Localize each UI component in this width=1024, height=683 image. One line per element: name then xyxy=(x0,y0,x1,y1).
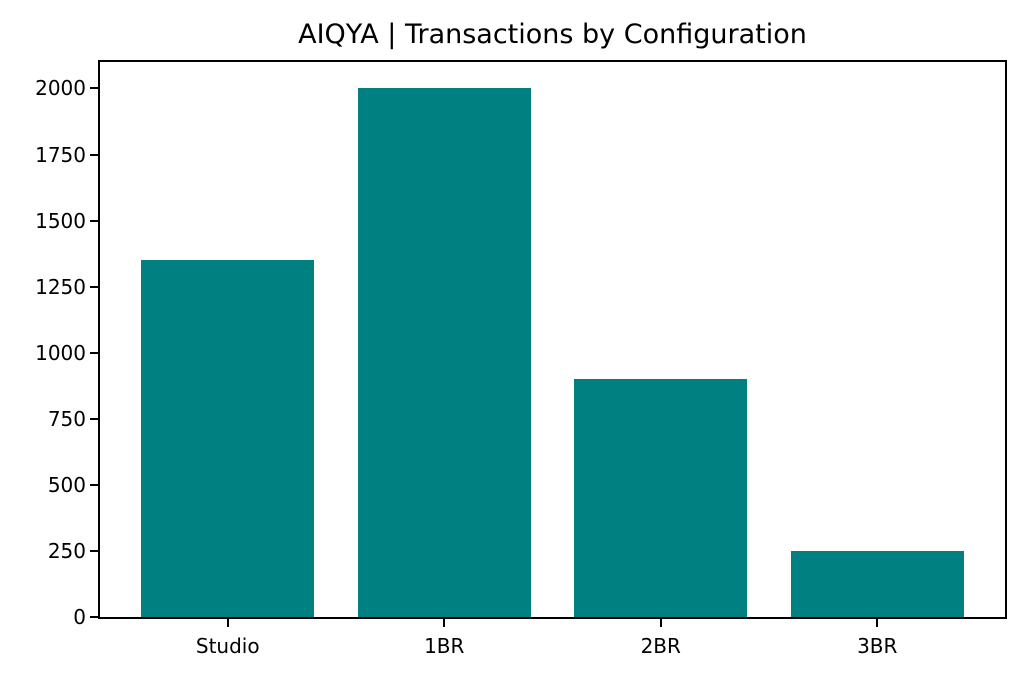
y-tick-500 xyxy=(90,483,98,486)
bar-2BR xyxy=(574,379,748,617)
plot-area xyxy=(98,60,1007,619)
y-tick-label-0: 0 xyxy=(73,605,86,629)
x-tick-label-2BR: 2BR xyxy=(640,634,681,658)
y-tick-2000 xyxy=(90,87,98,90)
y-tick-label-2000: 2000 xyxy=(35,76,86,101)
bar-Studio xyxy=(141,260,315,617)
x-tick-label-1BR: 1BR xyxy=(424,634,465,658)
x-tick-3BR xyxy=(876,619,879,627)
y-tick-1750 xyxy=(90,153,98,156)
x-tick-2BR xyxy=(659,619,662,627)
y-tick-label-250: 250 xyxy=(47,538,86,563)
bar-3BR xyxy=(790,550,964,617)
y-tick-1250 xyxy=(90,285,98,288)
y-tick-0 xyxy=(90,616,98,618)
x-tick-label-Studio: Studio xyxy=(195,634,260,658)
y-tick-250 xyxy=(90,549,98,552)
y-tick-label-750: 750 xyxy=(47,406,86,431)
y-tick-1500 xyxy=(90,219,98,222)
chart-title: AIQYA | Transactions by Configuration xyxy=(298,19,807,50)
y-tick-1000 xyxy=(90,351,98,354)
y-tick-label-1250: 1250 xyxy=(35,274,86,299)
y-tick-label-1000: 1000 xyxy=(35,340,86,365)
y-tick-750 xyxy=(90,417,98,420)
y-tick-label-1750: 1750 xyxy=(35,142,86,167)
x-tick-label-3BR: 3BR xyxy=(857,634,898,658)
plot-inner xyxy=(100,62,1005,617)
x-tick-1BR xyxy=(443,619,446,627)
y-tick-label-500: 500 xyxy=(47,472,86,497)
bar-1BR xyxy=(357,88,531,617)
x-tick-Studio xyxy=(226,619,229,627)
y-tick-label-1500: 1500 xyxy=(35,208,86,233)
